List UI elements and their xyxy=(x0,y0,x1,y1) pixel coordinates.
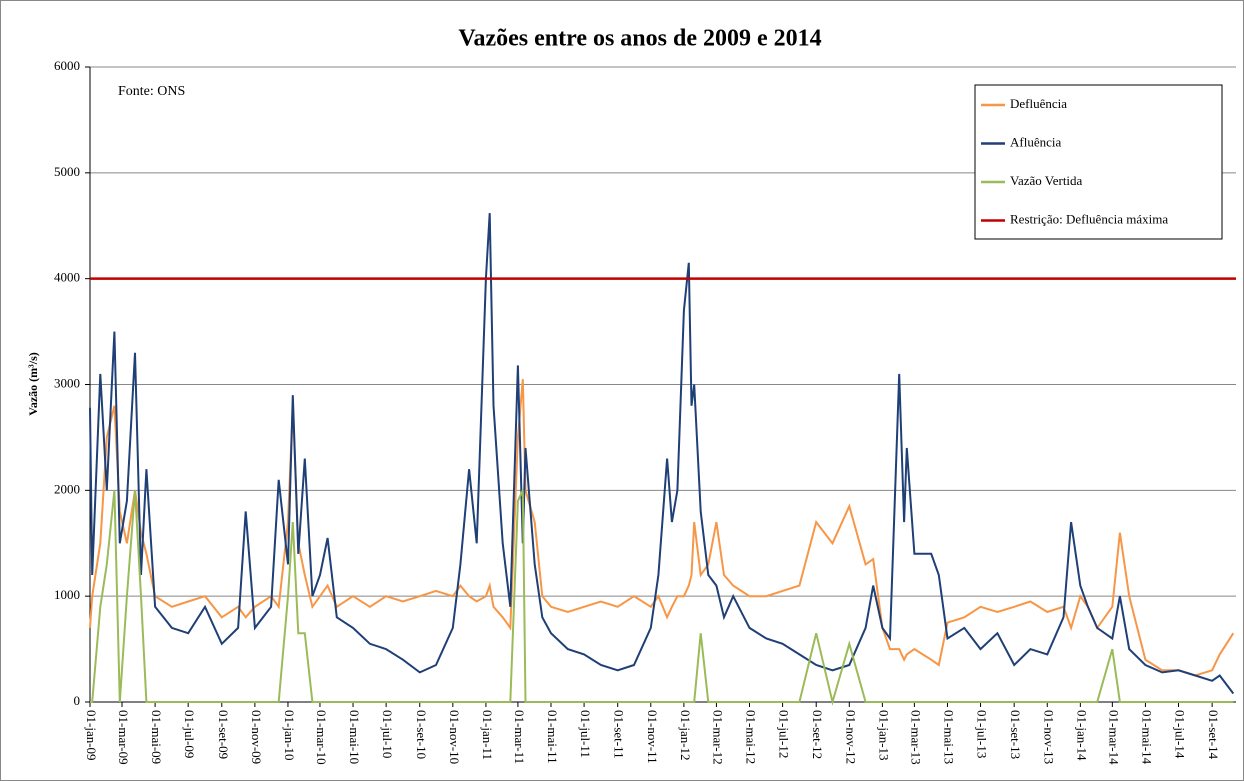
legend-label: Afluência xyxy=(1010,134,1061,149)
y-tick-label: 2000 xyxy=(54,481,80,496)
y-tick-label: 3000 xyxy=(54,375,80,390)
x-tick-label: 01-mar-09 xyxy=(116,710,131,765)
legend-label: Vazão Vertida xyxy=(1010,173,1083,188)
annotation: Fonte: ONS xyxy=(118,84,185,99)
x-tick-label: 01-jul-14 xyxy=(1173,710,1188,759)
x-tick-label: 01-nov-09 xyxy=(249,710,264,764)
x-tick-label: 01-jul-12 xyxy=(777,710,792,758)
x-tick-label: 01-mai-10 xyxy=(347,710,362,764)
x-tick-label: 01-jul-11 xyxy=(578,710,593,758)
x-tick-label: 01-set-09 xyxy=(216,710,231,759)
x-tick-label: 01-set-14 xyxy=(1206,710,1221,760)
x-tick-label: 01-jan-09 xyxy=(84,710,99,761)
legend-box xyxy=(974,84,1223,240)
x-tick-label: 01-jul-13 xyxy=(975,710,990,758)
legend-label: Defluência xyxy=(1010,96,1067,111)
y-tick-label: 6000 xyxy=(54,58,80,73)
x-tick-label: 01-mai-12 xyxy=(744,710,759,764)
x-tick-label: 01-jan-13 xyxy=(876,710,891,761)
x-tick-label: 01-mar-14 xyxy=(1106,710,1121,765)
series-line xyxy=(89,379,1235,677)
x-tick-label: 01-set-13 xyxy=(1008,710,1023,759)
x-tick-label: 01-jul-09 xyxy=(182,710,197,758)
x-tick-label: 01-jul-10 xyxy=(380,710,395,758)
y-tick-label: 4000 xyxy=(54,270,80,285)
x-tick-label: 01-mai-09 xyxy=(149,710,164,764)
x-tick-label: 01-jan-12 xyxy=(678,710,693,761)
series-line xyxy=(89,213,1235,695)
x-tick-label: 01-mai-11 xyxy=(545,710,560,764)
x-tick-label: 01-mar-11 xyxy=(512,710,527,764)
x-tick-label: 01-mai-13 xyxy=(941,710,956,764)
x-tick-label: 01-mar-12 xyxy=(710,710,725,765)
x-tick-label: 01-jan-14 xyxy=(1074,710,1089,761)
x-tick-label: 01-mar-10 xyxy=(314,710,329,765)
series-line xyxy=(90,489,1234,706)
x-tick-label: 01-nov-13 xyxy=(1041,710,1056,764)
y-tick-label: 5000 xyxy=(54,164,80,179)
x-tick-label: 01-nov-10 xyxy=(447,710,462,764)
x-tick-label: 01-nov-12 xyxy=(843,710,858,764)
chart-title: Vazões entre os anos de 2009 e 2014 xyxy=(458,26,821,52)
x-tick-label: 01-set-11 xyxy=(612,710,627,759)
x-tick-label: 01-nov-11 xyxy=(645,710,660,764)
x-tick-label: 01-jan-10 xyxy=(282,710,297,761)
x-tick-label: 01-mai-14 xyxy=(1139,710,1154,765)
y-tick-label: 1000 xyxy=(54,587,80,602)
x-tick-label: 01-set-12 xyxy=(810,710,825,759)
y-tick-label: 0 xyxy=(74,693,81,708)
x-tick-label: 01-jan-11 xyxy=(480,710,495,760)
legend-label: Restrição: Defluência máxima xyxy=(1010,211,1168,226)
x-tick-label: 01-set-10 xyxy=(414,710,429,759)
x-tick-label: 01-mar-13 xyxy=(908,710,923,765)
y-axis-label: Vazão (m³/s) xyxy=(26,352,40,415)
